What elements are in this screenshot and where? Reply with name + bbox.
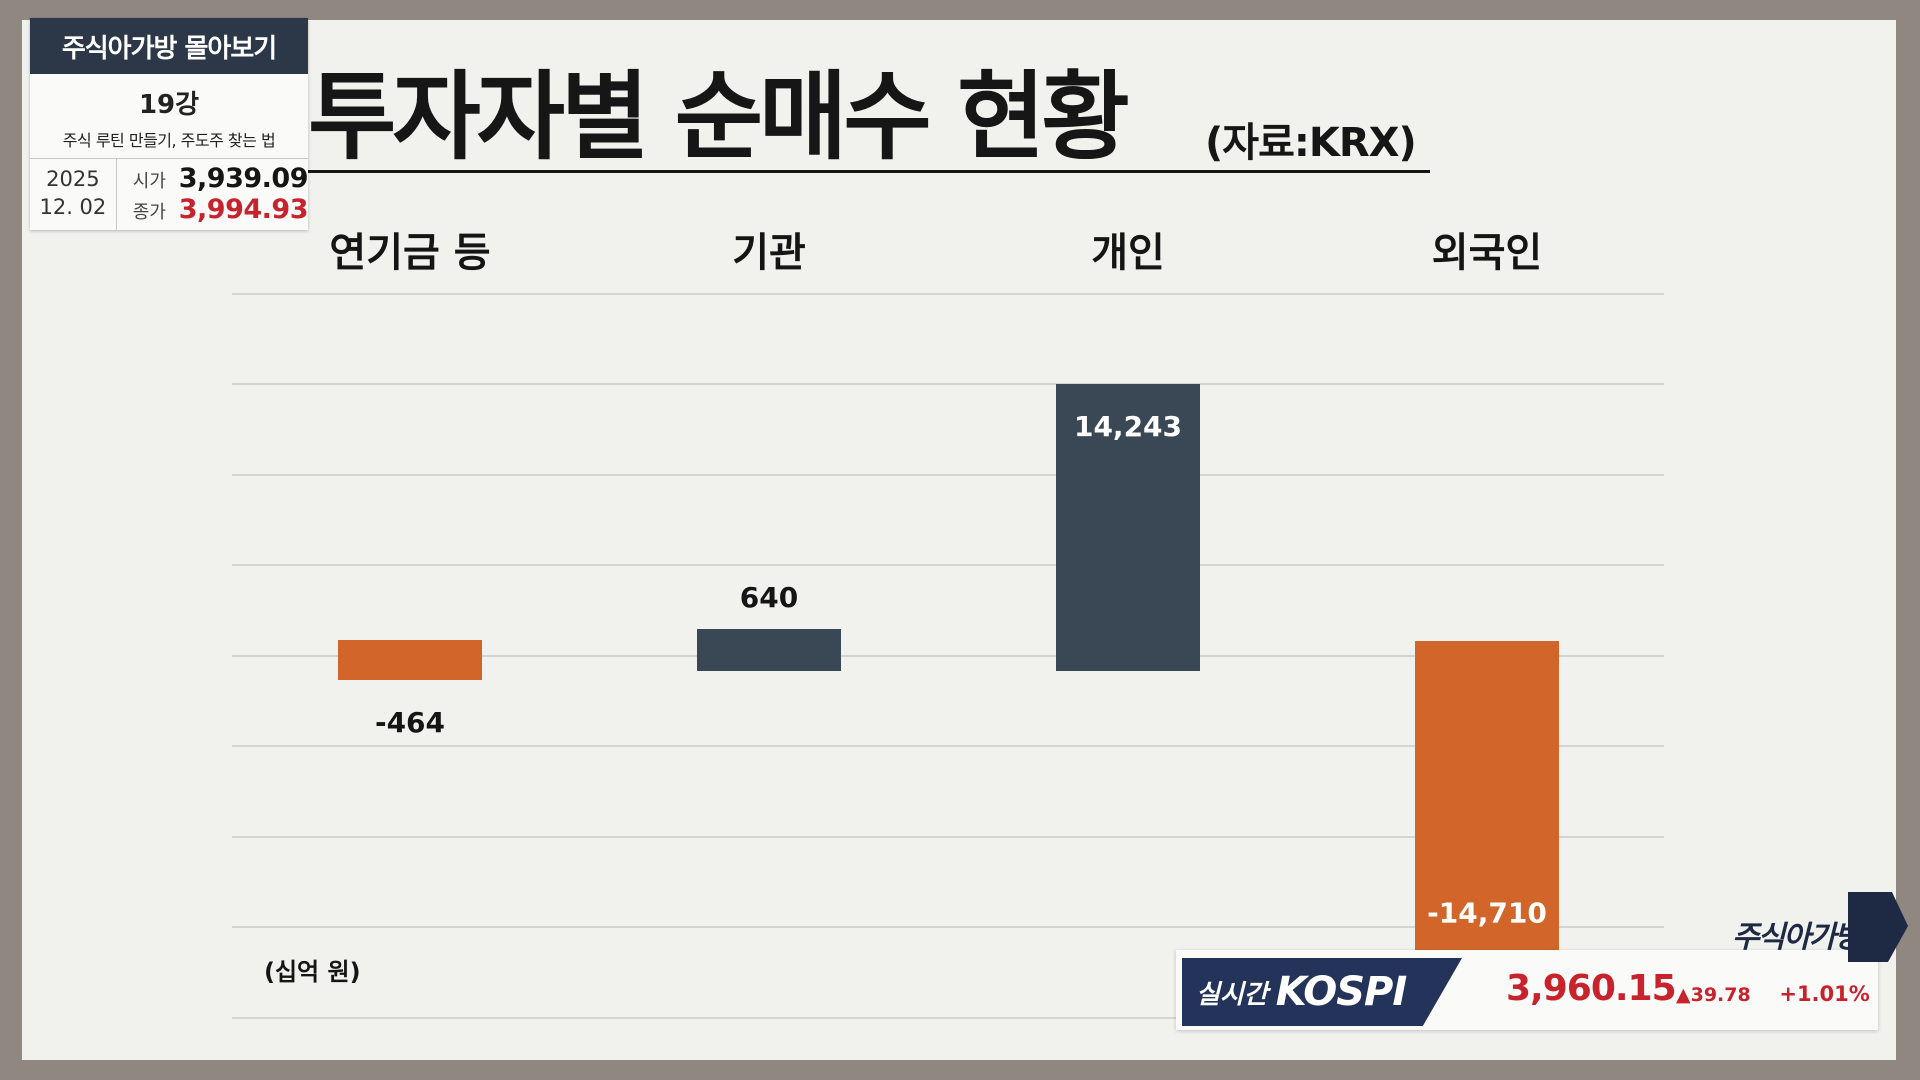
value-label: 640 [740,581,798,614]
category-label: 기관 [732,230,806,276]
open-price-row: 시가 3,939.09 [132,163,309,194]
bar [697,629,841,671]
category-label: 외국인 [1432,230,1542,276]
open-price-value: 3,939.09 [178,163,309,194]
kospi-ticker: 실시간 KOSPI 3,960.15 ▲39.78 +1.01% [1176,950,1878,1030]
bar [1056,384,1200,671]
open-price-label: 시가 [132,171,166,192]
index-name: KOSPI [1275,969,1407,1015]
bar [338,640,482,680]
page-title: 투자자별 순매수 현황 [308,61,1130,173]
market-date: 2025 12. 02 [30,159,117,231]
index-change-points: ▲39.78 [1676,984,1751,1006]
info-card-market: 2025 12. 02 시가 3,939.09 종가 3,994.93 [30,158,309,231]
brand-tag-shape [1848,892,1908,962]
market-date-day: 12. 02 [39,195,107,219]
unit-label: (십억 원) [264,958,361,986]
market-prices: 시가 3,939.09 종가 3,994.93 [117,159,309,231]
title-underline [308,170,1430,173]
close-price-label: 종가 [132,202,166,223]
category-label: 개인 [1091,230,1165,276]
realtime-label: 실시간 [1196,979,1268,1010]
slide-background [22,20,1896,1060]
close-price-value: 3,994.93 [178,194,309,225]
bar [1415,641,1559,968]
index-price: 3,960.15 [1506,968,1677,1009]
value-label: -464 [375,706,445,739]
title-source: (자료:KRX) [1205,120,1417,166]
category-label: 연기금 등 [329,230,490,276]
close-price-row: 종가 3,994.93 [132,194,309,225]
value-label: -14,710 [1427,896,1547,929]
lesson-topic: 주식 루틴 만들기, 주도주 찾는 법 [62,131,276,150]
info-card: 주식아가방 몰아보기 19강 주식 루틴 만들기, 주도주 찾는 법 2025 … [30,18,309,231]
brand-logo-text: 주식아가방 [1732,920,1862,955]
index-change: ▲39.78 +1.01% [1676,982,1870,1006]
market-date-year: 2025 [46,167,100,191]
value-label: 14,243 [1074,410,1182,443]
index-change-percent: +1.01% [1779,982,1870,1006]
lesson-number: 19강 [138,90,200,120]
info-card-header: 주식아가방 몰아보기 [30,18,308,74]
ticker-tag: 실시간 KOSPI [1182,958,1462,1026]
